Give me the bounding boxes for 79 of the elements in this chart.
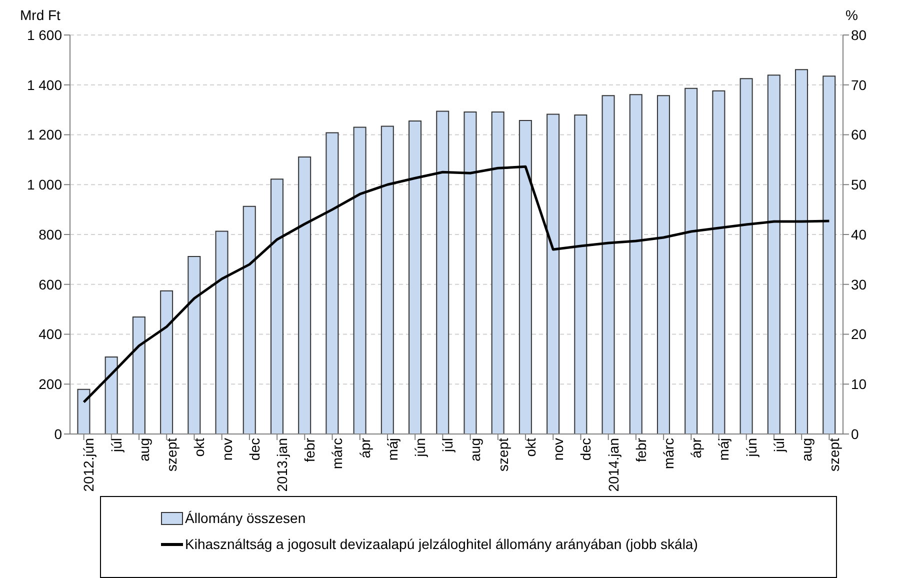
x-tick-label: ápr <box>356 438 373 458</box>
y2-tick-label: 0 <box>851 426 859 442</box>
x-tick-label: júl <box>770 438 787 454</box>
bar <box>629 94 642 434</box>
y2-tick-label: 40 <box>851 226 867 242</box>
bar <box>326 132 339 434</box>
bar <box>242 206 256 434</box>
y2-tick-label: 50 <box>851 176 867 193</box>
x-tick-label: szept <box>826 438 842 472</box>
x-tick-label: febr <box>302 438 318 462</box>
bar <box>574 114 588 434</box>
bar <box>380 126 394 434</box>
bar <box>270 178 284 434</box>
y2-tick-label: 80 <box>851 26 867 43</box>
bar <box>160 290 174 434</box>
x-tick-label: 2014.jan <box>605 438 622 492</box>
bar <box>740 78 753 434</box>
x-tick-label: okt <box>191 438 208 457</box>
bar <box>491 112 504 434</box>
bar <box>215 230 228 434</box>
bar <box>795 69 808 434</box>
x-tick-label: 2012.jún <box>80 438 97 492</box>
bar <box>77 388 90 434</box>
y-tick-label: 1 200 <box>26 126 62 143</box>
bar <box>408 120 422 434</box>
x-tick-label: máj <box>384 438 400 461</box>
x-tick-label: márc <box>660 438 676 470</box>
y-tick-label: 1 600 <box>26 26 62 43</box>
bar <box>436 110 450 434</box>
x-tick-label: nov <box>550 438 566 461</box>
x-tick-label: márc <box>329 438 346 470</box>
bar <box>656 95 670 434</box>
x-tick-label: 2013.jan <box>274 438 290 492</box>
y2-tick-label: 10 <box>851 376 867 392</box>
x-tick-label: nov <box>218 438 235 461</box>
bar <box>464 112 477 434</box>
y-tick-label: 1 400 <box>26 76 62 93</box>
y-tick-label: 200 <box>38 376 62 392</box>
bar <box>298 156 312 434</box>
x-tick-label: ápr <box>688 438 704 458</box>
bar <box>684 88 698 434</box>
bar <box>602 95 615 434</box>
y-tick-label: 600 <box>38 276 62 292</box>
y2-tick-label: 20 <box>851 326 867 342</box>
x-tick-label: szept <box>494 438 511 472</box>
y2-tick-label: 60 <box>851 126 867 143</box>
y-tick-label: 1 000 <box>26 176 62 193</box>
legend-label: Állomány összesen <box>185 510 306 526</box>
bar <box>546 114 560 434</box>
y-tick-label: 800 <box>38 226 62 242</box>
bar <box>188 256 201 434</box>
x-tick-label: febr <box>632 438 649 462</box>
bar <box>353 126 366 434</box>
x-tick-label: aug <box>467 438 484 462</box>
bar <box>518 120 532 434</box>
x-tick-label: jún <box>743 438 760 458</box>
x-tick-label: dec <box>246 438 262 461</box>
x-tick-label: máj <box>716 438 732 461</box>
x-tick-label: júl <box>108 438 124 454</box>
bar <box>822 76 836 434</box>
y-tick-label: 400 <box>38 326 62 342</box>
x-tick-label: szept <box>164 438 180 472</box>
y2-axis-title: % <box>846 6 858 23</box>
x-tick-label: júl <box>440 438 456 454</box>
x-tick-label: aug <box>136 438 152 462</box>
bar <box>712 90 726 434</box>
x-tick-label: dec <box>578 438 594 461</box>
line-series <box>82 165 830 404</box>
y-tick-label: 0 <box>54 426 62 442</box>
bar <box>767 74 780 434</box>
x-tick-label: okt <box>522 438 538 457</box>
x-tick-label: aug <box>798 438 815 462</box>
legend-label: Kihasználtság a jogosult devizaalapú jelzáloghitel állomány arányában (jobb skála) <box>185 536 698 552</box>
y2-tick-label: 30 <box>851 276 867 292</box>
bar <box>104 356 118 434</box>
bar <box>132 316 146 434</box>
x-tick-label: jún <box>412 438 428 458</box>
y-axis-title: Mrd Ft <box>20 6 61 23</box>
y2-tick-label: 70 <box>851 76 867 93</box>
